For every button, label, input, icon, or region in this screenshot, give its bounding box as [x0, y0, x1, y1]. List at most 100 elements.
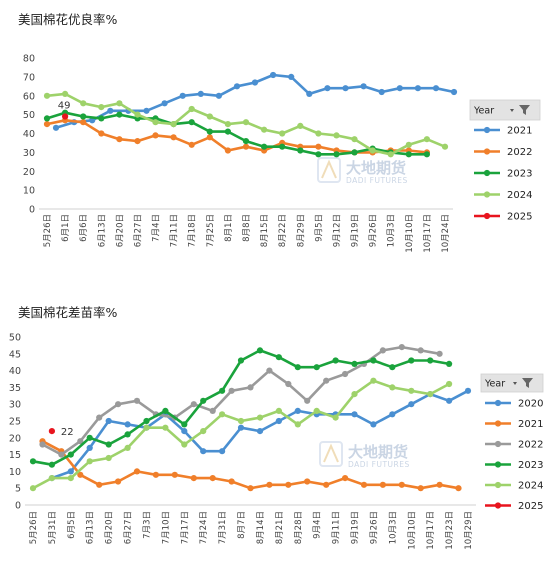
- data-point-2021: [450, 88, 458, 96]
- data-point-2022: [242, 143, 250, 150]
- data-point-2021: [285, 481, 292, 488]
- data-point-2021: [152, 471, 159, 478]
- data-point-2024: [441, 143, 449, 150]
- x-tick-label: 7月3日: [142, 511, 152, 539]
- x-tick-label: 7月4日: [152, 214, 162, 242]
- data-point-2021: [197, 90, 204, 97]
- data-point-2020: [389, 411, 396, 418]
- data-point-2024: [297, 122, 304, 129]
- y-tick-label: 50: [9, 333, 21, 344]
- legend-label-2023: 2023: [507, 169, 532, 180]
- data-point-2020: [370, 421, 377, 428]
- legend-marker-2025: [483, 212, 491, 220]
- data-point-2024: [134, 111, 141, 118]
- x-tick-label: 10月10日: [407, 511, 417, 550]
- y-tick-label: 50: [23, 110, 35, 121]
- data-point-2022: [417, 347, 424, 354]
- data-point-2023: [116, 111, 123, 118]
- data-point-2022: [304, 397, 311, 404]
- x-tick-label: 7月25日: [206, 214, 216, 247]
- data-point-2020: [446, 397, 453, 404]
- y-tick-label: 30: [23, 148, 35, 159]
- data-point-2022: [398, 344, 405, 351]
- data-point-2021: [396, 85, 403, 92]
- data-label-2025: 22: [61, 427, 74, 438]
- data-point-2024: [370, 377, 377, 384]
- data-point-2023: [351, 360, 358, 367]
- data-point-2021: [143, 107, 150, 114]
- data-point-2023: [408, 357, 415, 364]
- data-point-2020: [124, 421, 131, 428]
- x-tick-label: 7月24日: [199, 511, 209, 544]
- data-point-2023: [29, 458, 37, 465]
- legend-marker-2024: [494, 481, 502, 489]
- x-tick-label: 8月14日: [256, 511, 266, 544]
- data-point-2024: [98, 104, 105, 111]
- data-point-2024: [423, 136, 430, 143]
- data-point-2024: [256, 414, 264, 421]
- series-2025: [62, 113, 69, 120]
- legend-label-2022: 2022: [518, 440, 543, 451]
- data-point-2024: [275, 407, 282, 414]
- x-tick-label: 5月26日: [43, 214, 53, 247]
- data-point-2024: [369, 147, 376, 154]
- data-point-2023: [188, 119, 195, 126]
- data-point-2022: [342, 370, 349, 378]
- data-point-2022: [228, 387, 235, 394]
- watermark-en: DADI FUTURES: [346, 176, 408, 185]
- data-point-2022: [39, 441, 46, 448]
- data-point-2020: [181, 428, 188, 435]
- data-point-2021: [323, 481, 330, 488]
- data-point-2024: [152, 119, 159, 126]
- legend-label-2023: 2023: [518, 460, 543, 471]
- watermark-cn: 大地期货: [348, 443, 408, 461]
- data-point-2020: [464, 387, 472, 394]
- data-point-2023: [43, 115, 51, 122]
- data-point-2021: [414, 85, 421, 92]
- x-tick-label: 8月8日: [242, 214, 252, 242]
- data-point-2024: [313, 407, 320, 414]
- chart-title: 美国棉花差苗率%: [18, 305, 118, 320]
- x-tick-label: 9月19日: [351, 511, 361, 544]
- data-point-2023: [261, 143, 268, 150]
- x-tick-label: 8月29日: [296, 214, 306, 247]
- x-tick-label: 7月31日: [218, 511, 228, 544]
- y-tick-label: 15: [9, 450, 21, 461]
- data-point-2022: [266, 367, 273, 374]
- logo-peak-icon: [323, 443, 339, 463]
- data-point-2023: [181, 421, 188, 428]
- data-point-2021: [304, 478, 311, 485]
- data-point-2024: [86, 458, 93, 465]
- data-point-2020: [219, 448, 226, 455]
- series-2023: [29, 347, 453, 468]
- data-point-2023: [446, 360, 453, 367]
- data-point-2021: [115, 478, 122, 485]
- watermark-cn: 大地期货: [346, 159, 406, 177]
- data-point-2021: [398, 481, 405, 488]
- data-point-2024: [29, 485, 37, 492]
- x-tick-label: 6月1日: [61, 214, 71, 242]
- x-tick-label: 6月5日: [67, 511, 77, 539]
- data-point-2021: [215, 92, 222, 99]
- series-line-2023: [45, 111, 429, 156]
- legend-label-2020: 2020: [518, 399, 543, 410]
- data-point-2023: [313, 364, 320, 371]
- data-point-2021: [324, 85, 331, 92]
- data-point-2022: [315, 143, 322, 150]
- x-tick-label: 6月13日: [97, 214, 107, 247]
- data-point-2024: [351, 136, 358, 143]
- data-point-2021: [161, 100, 168, 107]
- data-point-2021: [417, 485, 424, 492]
- data-point-2022: [285, 380, 292, 388]
- legend-label-2022: 2022: [507, 147, 532, 158]
- data-point-2024: [279, 130, 286, 137]
- series-2022: [39, 344, 443, 458]
- data-point-2022: [98, 130, 105, 137]
- x-tick-label: 7月17日: [180, 511, 190, 544]
- series-line-2022: [45, 119, 429, 154]
- data-point-2024: [62, 90, 69, 97]
- data-point-2024: [162, 424, 169, 431]
- legend-label-2025: 2025: [507, 212, 532, 223]
- data-point-2024: [405, 141, 412, 148]
